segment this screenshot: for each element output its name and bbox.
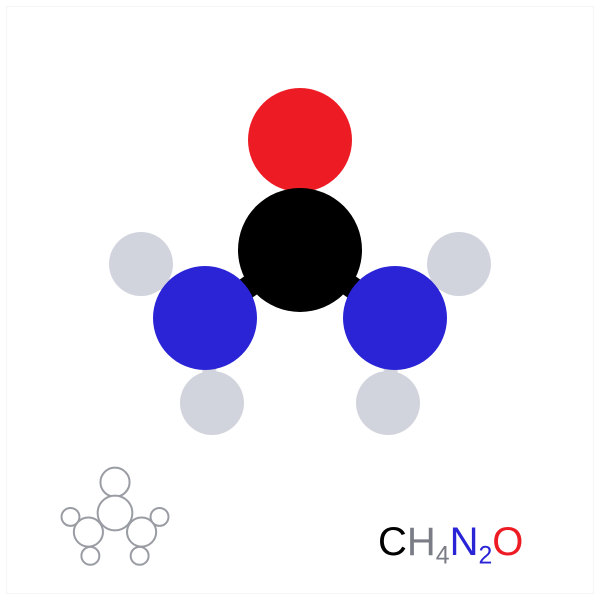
formula-part: 4 xyxy=(436,543,450,570)
atom-O xyxy=(248,88,352,192)
formula-part: C xyxy=(378,520,407,564)
molecule-diagram: CH4N2O xyxy=(0,0,600,600)
formula-part: O xyxy=(492,520,523,564)
atom-H1b xyxy=(180,371,244,435)
formula-part: 2 xyxy=(478,543,492,570)
formula-part: H xyxy=(407,520,436,564)
atom-N2 xyxy=(343,266,447,370)
formula-part: N xyxy=(450,520,479,564)
chemical-formula: CH4N2O xyxy=(378,520,523,571)
mini-structure-outline xyxy=(40,455,190,585)
atom-N1 xyxy=(153,266,257,370)
atom-C xyxy=(238,188,362,312)
atom-H2b xyxy=(356,371,420,435)
